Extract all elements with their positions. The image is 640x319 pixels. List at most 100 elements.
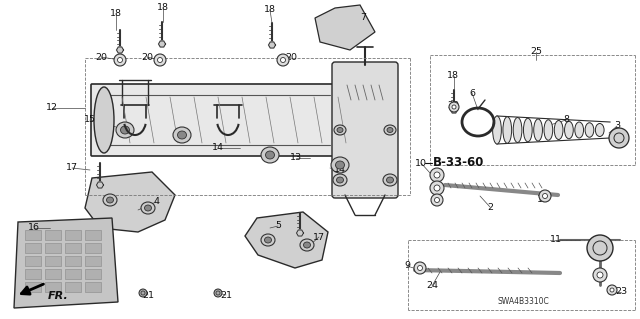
Ellipse shape xyxy=(333,174,347,186)
Ellipse shape xyxy=(503,117,511,143)
Text: 10: 10 xyxy=(415,159,427,167)
Bar xyxy=(65,282,81,292)
Bar xyxy=(85,243,101,253)
Circle shape xyxy=(434,172,440,178)
Ellipse shape xyxy=(261,234,275,246)
Text: 11: 11 xyxy=(550,235,562,244)
Bar xyxy=(45,282,61,292)
Polygon shape xyxy=(159,41,166,47)
Text: 18: 18 xyxy=(447,71,459,80)
Bar xyxy=(65,269,81,279)
Ellipse shape xyxy=(585,123,594,137)
Text: 6: 6 xyxy=(469,88,475,98)
Text: 1: 1 xyxy=(606,243,612,253)
Bar xyxy=(85,282,101,292)
Ellipse shape xyxy=(116,122,134,138)
Circle shape xyxy=(539,190,551,202)
Text: 21: 21 xyxy=(220,291,232,300)
Polygon shape xyxy=(451,107,458,113)
Text: 4: 4 xyxy=(153,197,159,206)
Text: 14: 14 xyxy=(334,166,346,174)
Text: 18: 18 xyxy=(157,4,169,12)
Circle shape xyxy=(431,194,443,206)
Ellipse shape xyxy=(173,127,191,143)
Ellipse shape xyxy=(266,151,275,159)
Polygon shape xyxy=(97,182,104,188)
Circle shape xyxy=(607,285,617,295)
Text: 5: 5 xyxy=(275,221,281,231)
Polygon shape xyxy=(245,212,328,268)
Bar xyxy=(65,256,81,266)
Circle shape xyxy=(587,235,613,261)
Bar xyxy=(85,256,101,266)
Text: 17: 17 xyxy=(313,233,325,241)
Text: 9: 9 xyxy=(432,194,438,203)
Circle shape xyxy=(449,102,459,112)
Bar xyxy=(45,256,61,266)
Text: 20: 20 xyxy=(141,53,153,62)
Circle shape xyxy=(435,197,440,203)
Ellipse shape xyxy=(383,174,397,186)
Bar xyxy=(85,230,101,240)
Circle shape xyxy=(280,57,285,63)
Circle shape xyxy=(543,194,547,198)
Text: 16: 16 xyxy=(28,224,40,233)
Text: 14: 14 xyxy=(212,144,224,152)
Text: 20: 20 xyxy=(285,53,297,62)
Text: 18: 18 xyxy=(264,5,276,14)
Text: 12: 12 xyxy=(46,103,58,113)
Polygon shape xyxy=(14,218,118,308)
Ellipse shape xyxy=(337,128,343,132)
Ellipse shape xyxy=(94,87,114,153)
Ellipse shape xyxy=(145,205,152,211)
Text: 21: 21 xyxy=(142,291,154,300)
Bar xyxy=(45,243,61,253)
Circle shape xyxy=(597,272,603,278)
Ellipse shape xyxy=(384,125,396,135)
Circle shape xyxy=(452,105,456,109)
Ellipse shape xyxy=(261,147,279,163)
Circle shape xyxy=(118,57,122,63)
Ellipse shape xyxy=(493,116,501,144)
Circle shape xyxy=(157,57,163,63)
Bar xyxy=(25,243,41,253)
Circle shape xyxy=(417,265,422,271)
Text: B-33-60: B-33-60 xyxy=(433,157,484,169)
Text: SWA4B3310C: SWA4B3310C xyxy=(498,298,550,307)
Text: 13: 13 xyxy=(290,153,302,162)
Ellipse shape xyxy=(534,119,543,141)
Text: 2: 2 xyxy=(487,203,493,211)
Ellipse shape xyxy=(120,126,129,134)
Polygon shape xyxy=(116,47,124,53)
Circle shape xyxy=(593,268,607,282)
Text: 18: 18 xyxy=(110,10,122,19)
Polygon shape xyxy=(315,5,375,50)
Text: 25: 25 xyxy=(530,48,542,56)
Bar xyxy=(45,269,61,279)
Circle shape xyxy=(430,168,444,182)
FancyBboxPatch shape xyxy=(91,84,391,156)
Bar xyxy=(25,230,41,240)
Bar xyxy=(25,256,41,266)
Ellipse shape xyxy=(331,157,349,173)
Text: 8: 8 xyxy=(563,115,569,124)
Text: 22: 22 xyxy=(593,273,605,283)
Text: 19: 19 xyxy=(537,196,549,204)
Text: 23: 23 xyxy=(615,287,627,296)
Text: 20: 20 xyxy=(95,53,107,62)
Bar xyxy=(25,269,41,279)
Ellipse shape xyxy=(103,194,117,206)
Text: 15: 15 xyxy=(84,115,96,124)
Text: 3: 3 xyxy=(614,122,620,130)
Text: 24: 24 xyxy=(426,281,438,291)
Ellipse shape xyxy=(554,121,563,139)
Circle shape xyxy=(609,128,629,148)
Text: 20: 20 xyxy=(447,100,459,109)
Ellipse shape xyxy=(303,242,310,248)
Ellipse shape xyxy=(177,131,186,139)
Circle shape xyxy=(434,185,440,191)
Circle shape xyxy=(430,181,444,195)
Text: FR.: FR. xyxy=(48,291,68,301)
Ellipse shape xyxy=(264,237,271,243)
Ellipse shape xyxy=(524,118,532,142)
